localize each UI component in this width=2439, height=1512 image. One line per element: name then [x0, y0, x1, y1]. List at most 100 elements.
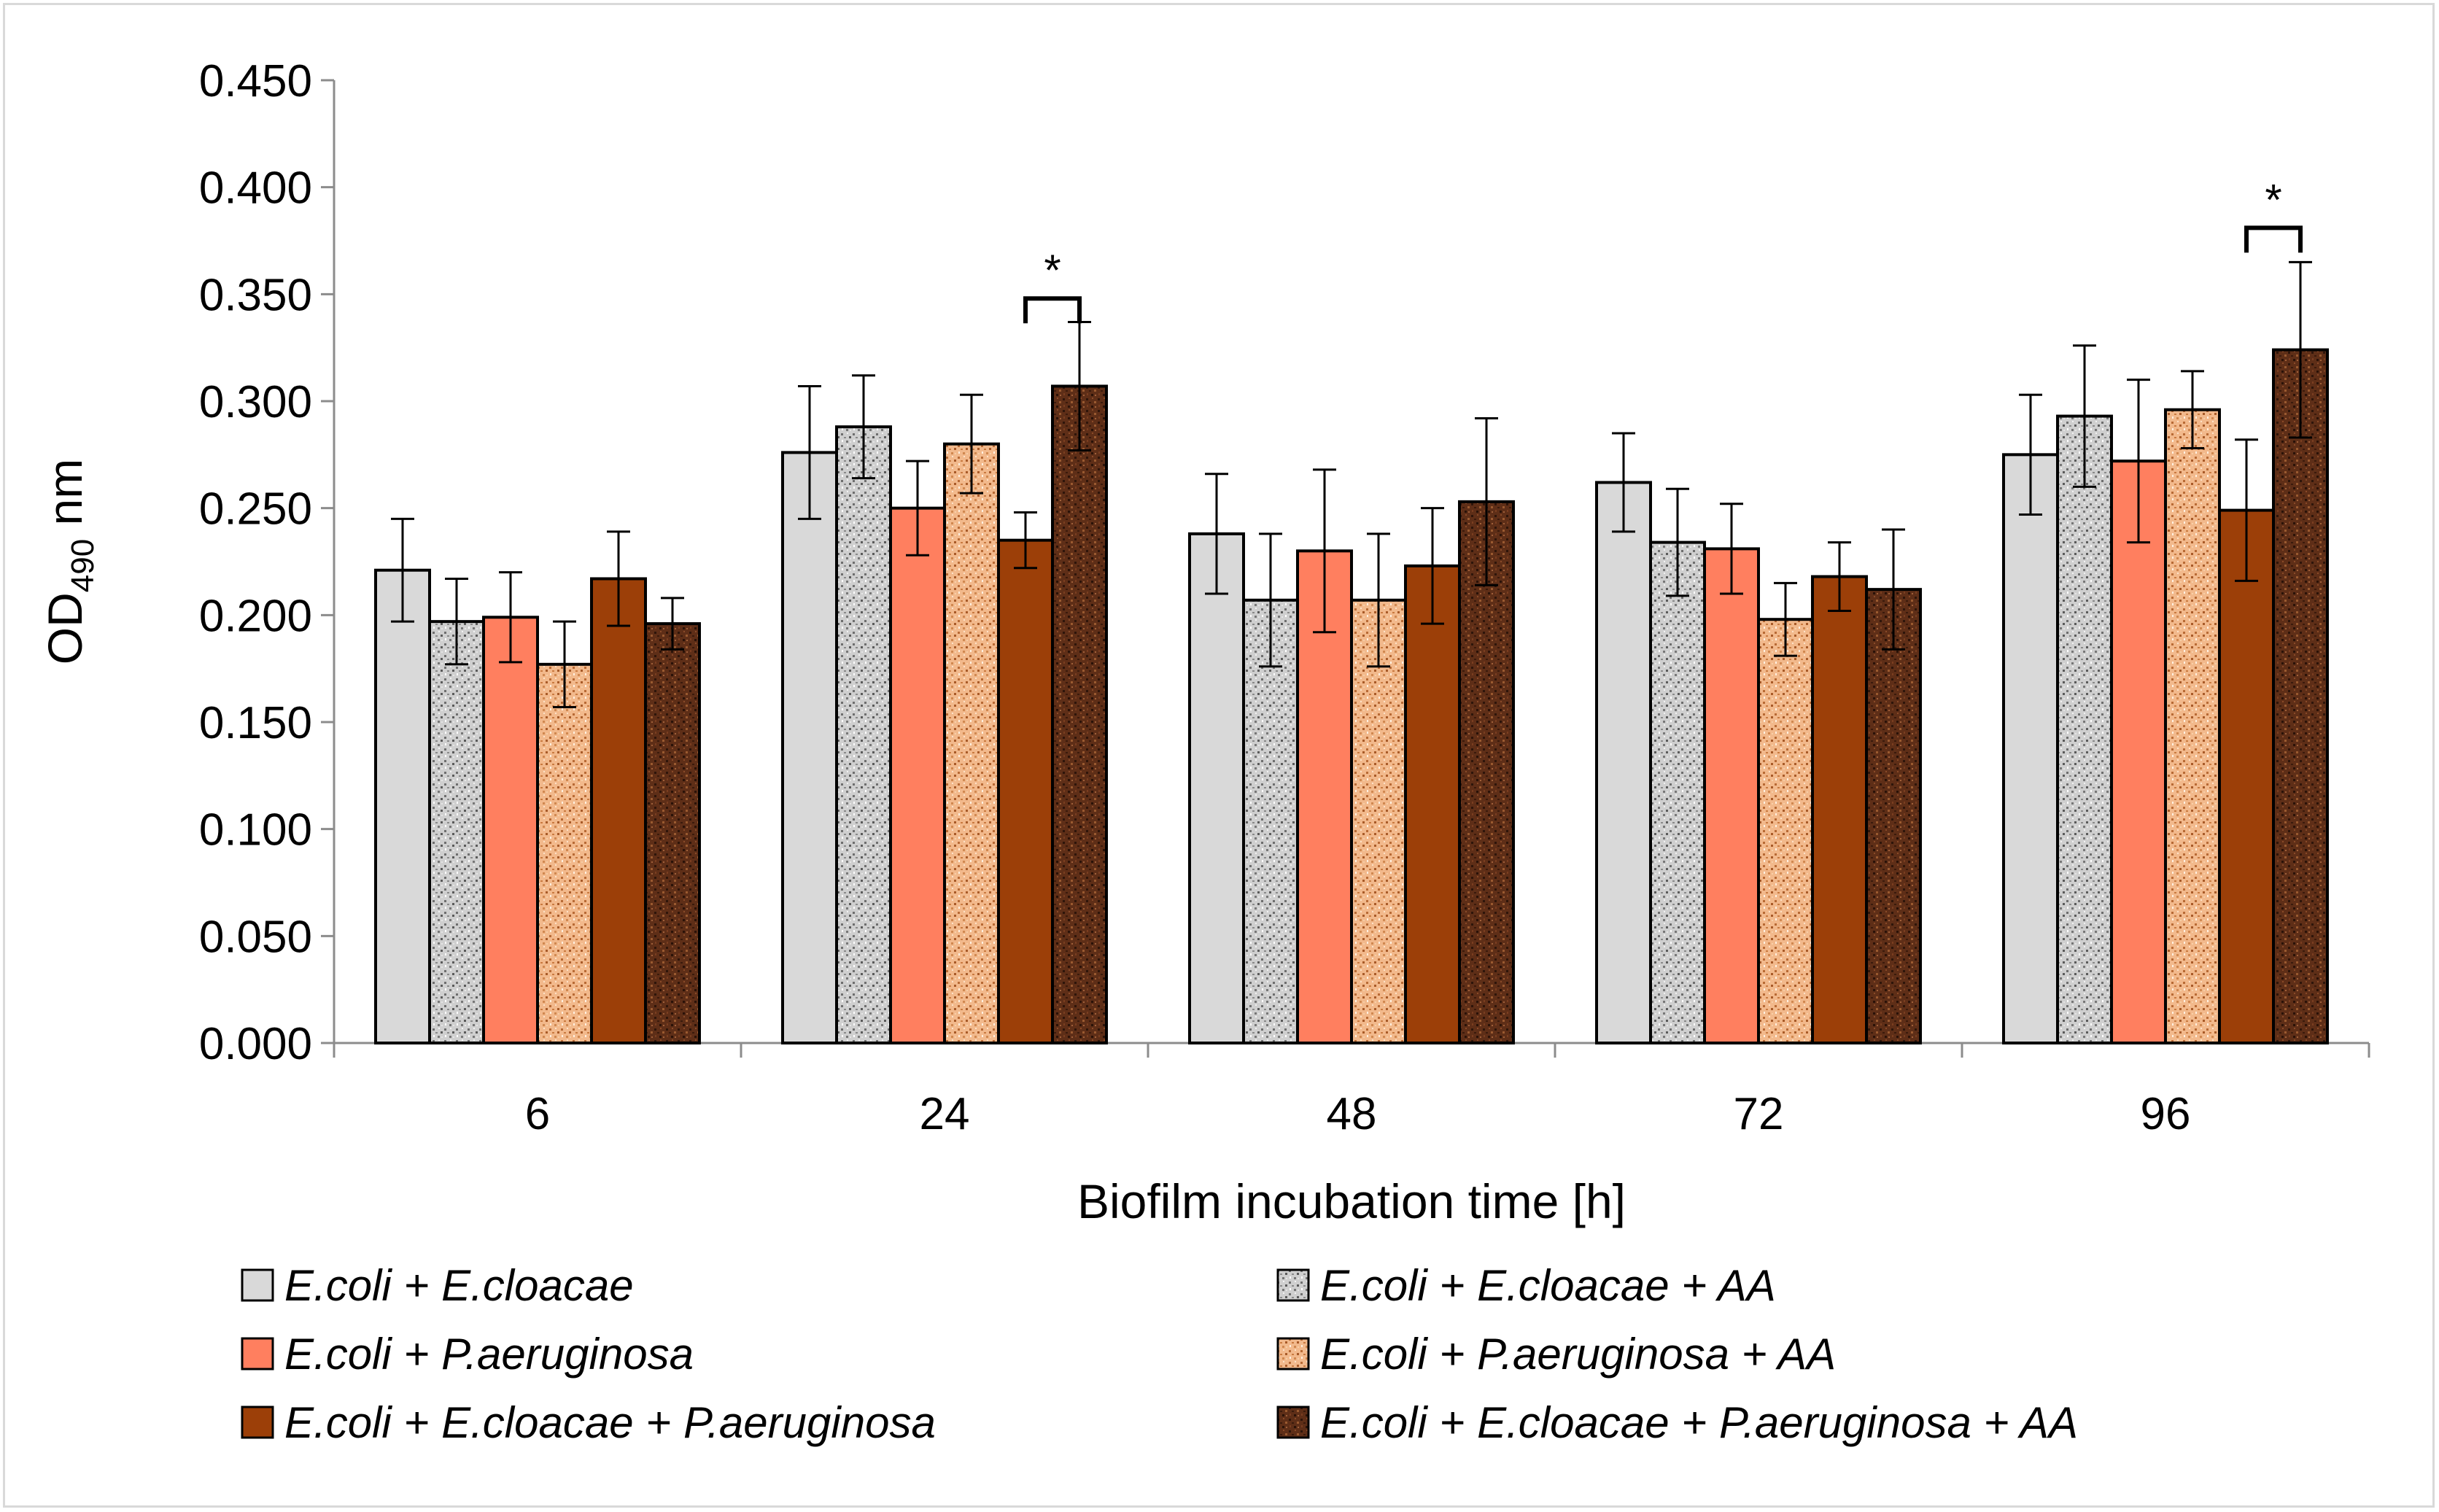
legend: E.coli + E.cloacae E.coli + E.cloacae + A…	[241, 1256, 2356, 1468]
error-bar	[661, 597, 684, 651]
bar	[1458, 500, 1515, 1044]
error-bar	[2289, 260, 2312, 439]
error-bar	[1475, 416, 1498, 586]
significance-bracket	[1023, 296, 1082, 324]
legend-swatch	[1276, 1268, 1310, 1302]
bar	[428, 620, 485, 1044]
error-bar	[1720, 503, 1743, 595]
legend-label: E.coli + E.cloacae + P.aeruginosa + AA	[1320, 1397, 2079, 1447]
error-bar	[1828, 541, 1851, 612]
y-axis-title-unit: nm	[38, 459, 92, 539]
y-tick-label: 0.250	[199, 484, 312, 535]
legend-swatch-fill	[1276, 1268, 1310, 1302]
bar	[2002, 453, 2059, 1044]
error-bars	[391, 260, 2312, 708]
x-tick-label: 96	[2141, 1089, 2191, 1139]
legend-swatch	[1276, 1406, 1310, 1439]
bar	[644, 622, 701, 1044]
legend-swatch-fill	[1276, 1337, 1310, 1371]
y-tick-label: 0.450	[199, 56, 312, 106]
bar	[1649, 540, 1706, 1044]
figure-frame	[3, 3, 2435, 1508]
x-tick-label: 6	[525, 1089, 550, 1139]
y-axis-title-subscript: 490	[65, 539, 101, 592]
error-bar	[906, 460, 929, 557]
bar	[374, 568, 431, 1044]
significance-bracket	[2244, 225, 2303, 253]
y-tick-label: 0.200	[199, 591, 312, 641]
bar	[2272, 348, 2329, 1045]
error-bar	[1421, 507, 1444, 625]
error-bar	[499, 571, 522, 664]
legend-item: E.coli + E.cloacae	[241, 1256, 634, 1314]
bar	[2110, 460, 2167, 1044]
error-bar	[1259, 532, 1282, 668]
bar	[2164, 408, 2221, 1044]
legend-swatch	[241, 1406, 274, 1439]
y-axis-title: OD490 nm	[38, 459, 101, 664]
bar	[1595, 481, 1652, 1044]
legend-swatch-fill	[241, 1406, 274, 1439]
error-bar	[1205, 473, 1228, 595]
legend-label: E.coli + P.aeruginosa	[284, 1329, 694, 1379]
legend-label: E.coli + E.cloacae + P.aeruginosa	[284, 1397, 936, 1447]
error-bar	[553, 620, 576, 708]
legend-swatch	[1276, 1337, 1310, 1371]
legend-swatch-fill	[241, 1337, 274, 1371]
y-tick-label: 0.100	[199, 805, 312, 856]
y-tick-label: 0.400	[199, 163, 312, 214]
legend-swatch-fill	[241, 1268, 274, 1302]
bar-chart: 0.000 0.050 0.100 0.150 0.200 0.250 0.300 0.350…	[38, 56, 2370, 1228]
error-bar	[798, 384, 821, 520]
error-bar	[2181, 370, 2204, 450]
x-axis-title: Biofilm incubation time [h]	[1077, 1174, 1626, 1228]
bar	[2218, 508, 2275, 1044]
error-bar	[1313, 468, 1336, 634]
legend-item: E.coli + P.aeruginosa	[241, 1325, 694, 1383]
error-bar	[1612, 432, 1635, 533]
error-bar	[2127, 379, 2150, 544]
bar	[1404, 564, 1461, 1044]
error-bar	[2073, 344, 2096, 488]
error-bar	[1666, 487, 1689, 597]
bar	[835, 425, 892, 1044]
bar	[1703, 547, 1760, 1044]
y-tick-label: 0.350	[199, 270, 312, 320]
legend-swatch	[241, 1268, 274, 1302]
bar	[2056, 414, 2113, 1044]
bar	[781, 451, 838, 1044]
bar	[889, 506, 946, 1044]
axis-labels: Biofilm incubation time [h] OD490 nm	[38, 459, 1626, 1228]
legend-swatch	[241, 1337, 274, 1371]
x-tick-label: 48	[1327, 1089, 1377, 1139]
bar	[1865, 588, 1922, 1044]
error-bar	[607, 530, 630, 627]
y-tick-label: 0.050	[199, 912, 312, 962]
bar	[482, 616, 539, 1044]
error-bar	[2235, 438, 2258, 582]
y-tick-label: 0.150	[199, 698, 312, 748]
error-bar	[1367, 532, 1390, 668]
bar	[943, 442, 1000, 1044]
y-tick-label: 0.000	[199, 1019, 312, 1069]
error-bar	[1014, 511, 1037, 570]
legend-label: E.coli + P.aeruginosa + AA	[1320, 1329, 1837, 1379]
legend-label: E.coli + E.cloacae + AA	[1320, 1260, 1776, 1310]
x-tick-label: 24	[920, 1089, 970, 1139]
axes: 0.000 0.050 0.100 0.150 0.200 0.250 0.300 0.350…	[199, 56, 2370, 1139]
legend-item: E.coli + E.cloacae + P.aeruginosa	[241, 1393, 936, 1451]
legend-label: E.coli + E.cloacae	[284, 1260, 634, 1310]
error-bar	[391, 517, 414, 623]
bar	[1188, 532, 1245, 1044]
y-axis-title-main: OD	[38, 592, 92, 664]
legend-item: E.coli + E.cloacae + AA	[1276, 1256, 1776, 1314]
bar	[1757, 618, 1814, 1044]
error-bar	[1774, 581, 1797, 657]
y-tick-label: 0.300	[199, 377, 312, 427]
error-bar	[445, 577, 468, 666]
bar	[536, 662, 593, 1044]
error-bar	[960, 393, 983, 495]
legend-swatch-fill	[1276, 1406, 1310, 1439]
bar	[1051, 384, 1108, 1044]
legend-item: E.coli + P.aeruginosa + AA	[1276, 1325, 1836, 1383]
